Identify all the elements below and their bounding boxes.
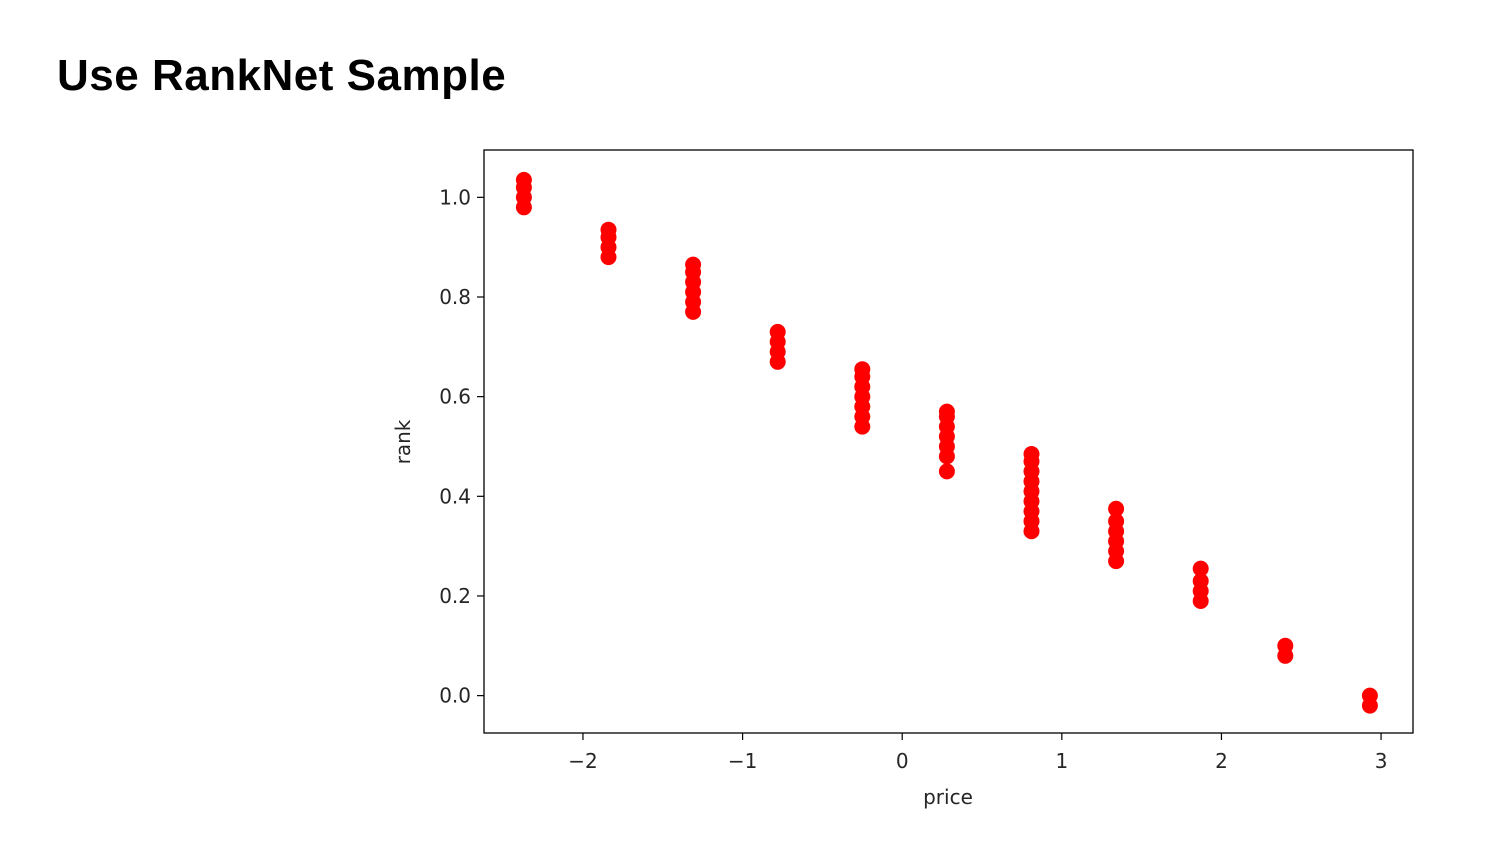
y-tick-label: 0.0 — [439, 684, 471, 708]
data-point — [854, 361, 871, 378]
x-tick-label: 0 — [896, 749, 909, 773]
data-point — [515, 171, 532, 188]
data-point — [600, 221, 617, 238]
data-points — [515, 171, 1378, 714]
y-axis-ticks: 0.0 0.2 0.4 0.6 0.8 1.0 — [439, 185, 484, 708]
x-tick-label: 1 — [1055, 749, 1068, 773]
data-point — [1108, 500, 1125, 517]
data-point — [1108, 513, 1125, 530]
data-point — [938, 403, 955, 420]
plot-frame — [483, 149, 1414, 734]
y-tick-label: 0.4 — [439, 484, 471, 508]
data-point — [1277, 637, 1294, 654]
y-tick-label: 0.6 — [439, 385, 471, 409]
data-point — [685, 256, 702, 273]
y-tick-label: 0.8 — [439, 285, 471, 309]
data-point — [769, 323, 786, 340]
x-tick-label: 3 — [1375, 749, 1388, 773]
y-tick-label: 0.2 — [439, 584, 471, 608]
data-point — [1023, 446, 1040, 462]
data-point — [938, 463, 955, 480]
data-point — [1192, 573, 1209, 589]
data-point — [1192, 560, 1209, 577]
y-tick-label: 1.0 — [439, 185, 471, 209]
x-tick-label: 2 — [1215, 749, 1228, 773]
data-point — [1361, 687, 1378, 704]
x-tick-label: −2 — [568, 749, 597, 773]
x-tick-label: −1 — [728, 749, 757, 773]
slide-title: Use RankNet Sample — [57, 51, 507, 100]
y-axis-label: rank — [391, 419, 415, 464]
x-axis-label: price — [923, 785, 973, 809]
x-axis-ticks: −2 −1 0 1 2 3 — [568, 733, 1387, 773]
